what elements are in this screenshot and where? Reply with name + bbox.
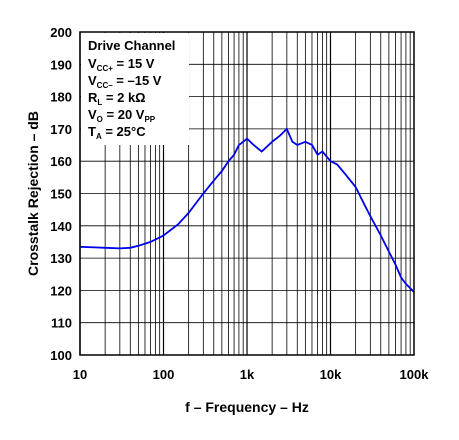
y-tick-label: 180: [50, 90, 72, 105]
y-tick-label: 150: [50, 187, 72, 202]
annotation-line: VCC+ = 15 V: [88, 56, 155, 73]
plot-frame: [79, 31, 415, 356]
y-tick-label: 140: [50, 219, 72, 234]
x-tick-label: 100k: [400, 367, 430, 382]
annotation-line: VO = 20 VPP: [88, 107, 156, 124]
y-tick-label: 120: [50, 283, 72, 298]
y-tick-label: 110: [51, 316, 72, 331]
x-tick-label: 1k: [240, 367, 255, 382]
series-line: [79, 127, 415, 293]
annotation-background: [81, 33, 189, 145]
y-axis-label: Crosstalk Rejection – dB: [25, 111, 41, 276]
y-tick-label: 100: [50, 348, 72, 363]
y-tick-label: 190: [50, 57, 72, 72]
y-tick-label: 160: [50, 154, 72, 169]
y-tick-label: 170: [50, 122, 72, 137]
annotation-line: TA = 25°C: [88, 124, 146, 141]
y-tick-label: 200: [50, 25, 72, 40]
y-tick-label: 130: [50, 251, 72, 266]
x-tick-label: 10: [73, 367, 87, 382]
annotation-line: VCC– = –15 V: [88, 73, 162, 90]
annotation-line: RL = 2 kΩ: [88, 90, 146, 107]
x-tick-label: 10k: [320, 367, 342, 382]
annotation-title: Drive Channel: [88, 38, 175, 53]
x-axis-label: f – Frequency – Hz: [185, 399, 309, 415]
x-tick-label: 100: [153, 367, 175, 382]
